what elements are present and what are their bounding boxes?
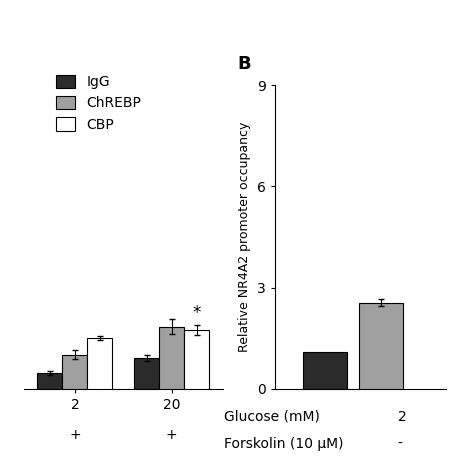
Bar (184, 329, 209, 389)
Bar (359, 303, 403, 389)
Text: Forskolin (10 μM): Forskolin (10 μM) (224, 437, 343, 451)
Text: Glucose (mM): Glucose (mM) (224, 410, 319, 424)
Bar (63, 355, 87, 389)
Legend: IgG, ChREBP, CBP: IgG, ChREBP, CBP (55, 73, 143, 133)
Text: B: B (237, 55, 251, 73)
Text: 2: 2 (398, 410, 407, 424)
Text: +: + (69, 428, 81, 442)
Bar (134, 358, 159, 389)
Text: -: - (398, 437, 402, 451)
Bar (159, 327, 184, 389)
Text: *: * (192, 304, 201, 322)
Y-axis label: Relative NR4A2 promoter occupancy: Relative NR4A2 promoter occupancy (238, 122, 252, 352)
Bar (87, 338, 112, 389)
Bar (37, 373, 63, 389)
Bar (303, 352, 347, 389)
Text: +: + (166, 428, 177, 442)
